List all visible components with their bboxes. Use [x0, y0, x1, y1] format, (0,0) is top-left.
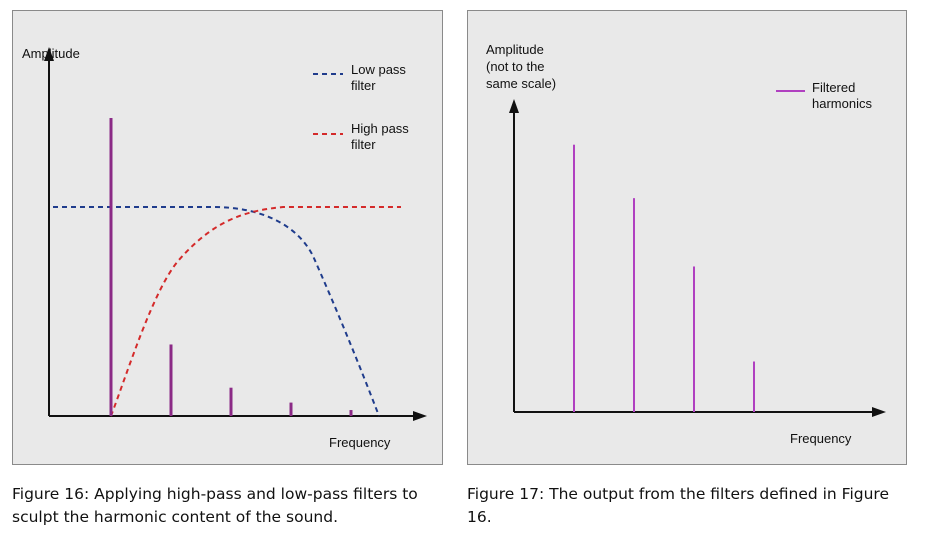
harmonic-bar [289, 402, 293, 416]
harmonic-bar [349, 410, 353, 416]
figure-16-panel: Amplitude Frequency Low pass filter High… [12, 10, 443, 465]
figure-17-panel: Amplitude (not to the same scale) Freque… [467, 10, 907, 465]
legend-low-pass-line1: Low pass [351, 62, 406, 77]
legend-filtered-harmonics-line2: harmonics [812, 96, 872, 111]
y-axis-arrowhead [509, 99, 519, 113]
legend-high-pass-line1: High pass [351, 121, 409, 136]
filtered-harmonic-bars [573, 144, 755, 412]
high-pass-filter-curve [110, 206, 401, 417]
figure-16-caption: Figure 16: Applying high-pass and low-pa… [12, 483, 452, 529]
legend-low-pass-line2: filter [351, 78, 376, 93]
harmonic-bar [633, 198, 635, 412]
x-axis-label: Frequency [790, 431, 852, 446]
harmonic-bar [753, 361, 755, 412]
harmonic-bar [573, 144, 575, 412]
harmonic-bar [169, 344, 173, 416]
low-pass-filter-curve [53, 206, 380, 417]
legend-high-pass-line2: filter [351, 137, 376, 152]
y-axis-label-line1: Amplitude [486, 42, 544, 57]
caption-line: Figure 16: Applying high-pass and low-pa… [12, 485, 418, 503]
figure-17-diagram: Amplitude (not to the same scale) Freque… [486, 42, 886, 446]
harmonic-bar [693, 266, 695, 412]
caption-line: Figure 17: The output from the filters d… [467, 485, 889, 526]
x-axis-arrowhead [872, 407, 886, 417]
x-axis-arrowhead [413, 411, 427, 421]
figure-16-diagram: Amplitude Frequency Low pass filter High… [22, 46, 427, 450]
caption-line: sculpt the harmonic content of the sound… [12, 508, 338, 526]
y-axis-label-line3: same scale) [486, 76, 556, 91]
y-axis-label: Amplitude [22, 46, 80, 61]
x-axis-label: Frequency [329, 435, 391, 450]
y-axis-arrowhead [44, 47, 54, 61]
harmonic-bar [229, 387, 233, 416]
harmonic-bar [109, 118, 113, 416]
y-axis-label-line2: (not to the [486, 59, 545, 74]
figure-17-caption: Figure 17: The output from the filters d… [467, 483, 917, 529]
legend-filtered-harmonics-line1: Filtered [812, 80, 855, 95]
harmonic-bars [109, 118, 353, 416]
